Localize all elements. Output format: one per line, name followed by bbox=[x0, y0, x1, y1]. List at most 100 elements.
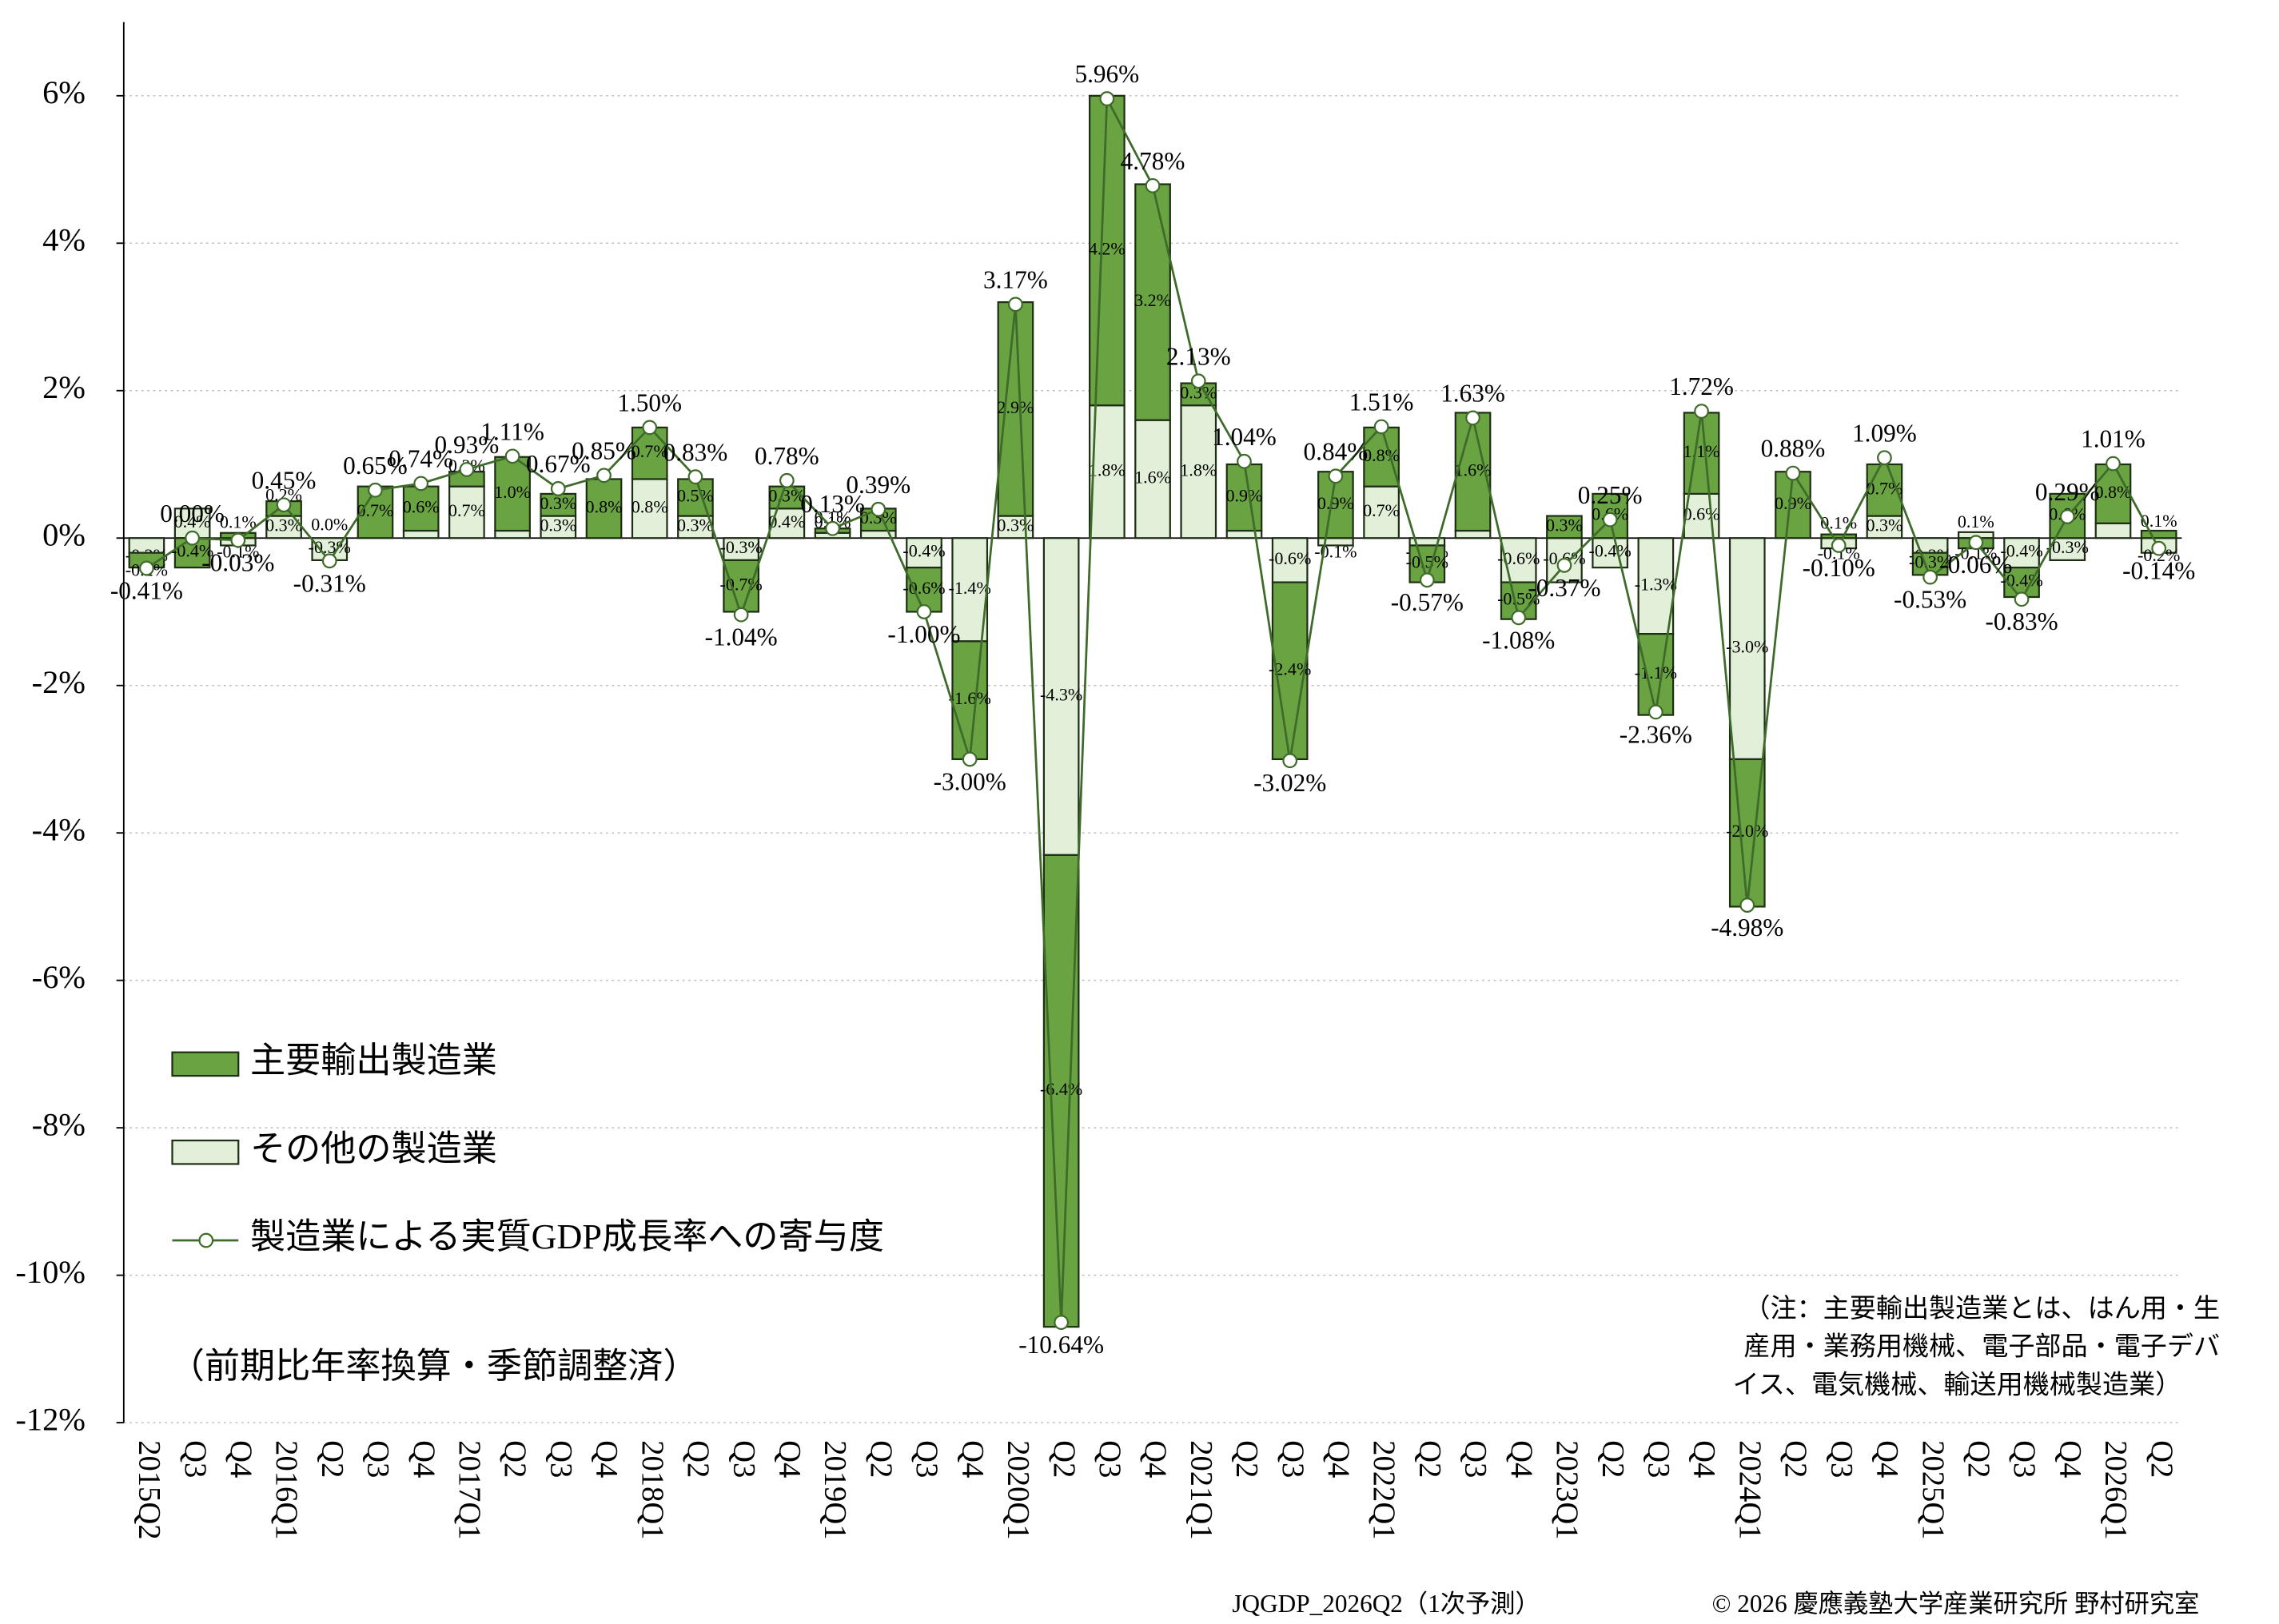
line-value-label: 1.04% bbox=[1212, 423, 1277, 451]
line-value-label: 1.01% bbox=[2081, 425, 2146, 453]
line-value-label: 1.50% bbox=[617, 388, 682, 416]
x-tick-label: Q4 bbox=[1687, 1440, 1721, 1478]
line-value-label: -1.00% bbox=[887, 620, 960, 648]
line-point bbox=[916, 604, 932, 619]
bar-value-label: 0.4% bbox=[174, 511, 211, 531]
line-point bbox=[2106, 456, 2121, 472]
line-point bbox=[1008, 297, 1023, 312]
line-value-label: 1.11% bbox=[480, 417, 544, 445]
bar bbox=[402, 529, 440, 539]
x-tick-label: 2017Q1 bbox=[452, 1440, 486, 1539]
bar bbox=[494, 529, 531, 539]
bar-value-label: -0.4% bbox=[902, 541, 945, 561]
bar-value-label: 0.8% bbox=[586, 496, 623, 516]
line-point bbox=[1237, 453, 1252, 469]
subtitle: （前期比年率換算・季節調整済） bbox=[169, 1347, 699, 1386]
x-tick-label: Q4 bbox=[1504, 1440, 1538, 1478]
bar bbox=[1042, 537, 1080, 856]
bar bbox=[402, 485, 440, 532]
bar bbox=[997, 515, 1034, 539]
bar-value-label: 0.8% bbox=[2095, 482, 2132, 502]
line-value-label: -10.64% bbox=[1018, 1331, 1104, 1359]
y-tick-label: -6% bbox=[32, 959, 86, 995]
x-tick-label: Q4 bbox=[955, 1440, 989, 1478]
bar-value-label: 0.8% bbox=[632, 496, 668, 516]
bar-value-label: 2.9% bbox=[997, 397, 1034, 417]
bar bbox=[1134, 183, 1171, 421]
bar-value-label: 1.8% bbox=[1089, 460, 1126, 480]
line-point bbox=[139, 560, 154, 576]
x-tick-label: Q2 bbox=[1962, 1440, 1995, 1478]
note: イス、電気機械、輸送用機械製造業） bbox=[1733, 1371, 2182, 1400]
x-tick-label: Q3 bbox=[910, 1440, 943, 1478]
line-point bbox=[1328, 468, 1344, 484]
bar bbox=[2003, 537, 2040, 569]
line-value-label: -2.36% bbox=[1620, 720, 1692, 748]
x-tick-label: Q2 bbox=[1230, 1440, 1264, 1478]
x-tick-label: Q4 bbox=[224, 1440, 257, 1478]
bar bbox=[1820, 533, 1858, 539]
line-value-label: 0.85% bbox=[572, 436, 636, 464]
line-value-label: -0.31% bbox=[293, 569, 366, 597]
bar-value-label: -1.6% bbox=[949, 688, 991, 708]
line-value-label: 1.51% bbox=[1349, 388, 1414, 416]
bar-value-label: -0.7% bbox=[720, 574, 763, 594]
line-point bbox=[1373, 419, 1389, 435]
x-tick-label: Q4 bbox=[1321, 1440, 1355, 1478]
bar-value-label: 0.3% bbox=[540, 493, 576, 513]
x-tick-label: Q4 bbox=[1871, 1440, 1904, 1478]
line-point bbox=[1968, 535, 1984, 551]
x-tick-label: 2024Q1 bbox=[1733, 1440, 1767, 1539]
bar bbox=[951, 640, 989, 761]
x-tick-label: Q4 bbox=[1138, 1440, 1172, 1478]
line-value-label: 0.83% bbox=[663, 438, 728, 466]
bar-value-label: 0.6% bbox=[1683, 504, 1720, 524]
x-tick-label: Q3 bbox=[1093, 1440, 1126, 1478]
x-tick-label: Q4 bbox=[590, 1440, 624, 1478]
x-tick-label: Q3 bbox=[1642, 1440, 1675, 1478]
line-value-label: 0.29% bbox=[2035, 478, 2100, 506]
line-point bbox=[413, 476, 429, 492]
bar bbox=[677, 478, 714, 517]
y-tick-label: -4% bbox=[32, 811, 86, 847]
x-tick-label: 2022Q1 bbox=[1367, 1440, 1400, 1539]
line-point bbox=[1694, 404, 1709, 419]
bar-value-label: 0.3% bbox=[265, 515, 302, 535]
bar-value-label: 0.7% bbox=[448, 500, 485, 520]
bar bbox=[723, 559, 759, 613]
bar-value-label: 1.1% bbox=[1683, 441, 1720, 461]
bar-value-label: 0.3% bbox=[677, 515, 714, 535]
x-tick-label: Q2 bbox=[315, 1440, 349, 1478]
line-value-label: 0.84% bbox=[1304, 437, 1369, 465]
line-point bbox=[1190, 373, 1206, 389]
x-tick-label: 2019Q1 bbox=[819, 1440, 852, 1539]
bar bbox=[906, 567, 942, 613]
x-tick-label: Q3 bbox=[727, 1440, 760, 1478]
y-tick-label: 6% bbox=[42, 74, 86, 110]
bar bbox=[1500, 537, 1537, 583]
bar-value-label: -0.5% bbox=[1497, 589, 1540, 609]
y-tick-label: -8% bbox=[32, 1106, 86, 1142]
x-tick-label: 2023Q1 bbox=[1550, 1440, 1584, 1539]
legend-label: 主要輸出製造業 bbox=[250, 1041, 497, 1080]
bar-value-label: 0.9% bbox=[1226, 486, 1263, 506]
line-point bbox=[504, 448, 520, 464]
line-point bbox=[459, 462, 475, 477]
bar bbox=[951, 537, 989, 643]
note: （注：主要輸出製造業とは、はん用・生 bbox=[1743, 1294, 2220, 1323]
line-value-label: -0.57% bbox=[1391, 588, 1464, 616]
bar bbox=[1454, 412, 1492, 532]
x-tick-label: Q3 bbox=[1824, 1440, 1858, 1478]
bar-value-label: -0.4% bbox=[2000, 541, 2042, 561]
line-value-label: -0.06% bbox=[1939, 551, 2012, 579]
bar-value-label: -0.3% bbox=[720, 537, 763, 557]
x-tick-label: Q3 bbox=[361, 1440, 395, 1478]
bar bbox=[2140, 529, 2177, 539]
line-value-label: 4.78% bbox=[1121, 147, 1185, 175]
bar-value-label: 0.3% bbox=[1866, 515, 1902, 535]
bar-value-label: 0.3% bbox=[540, 515, 576, 535]
line-value-label: 0.67% bbox=[526, 450, 591, 478]
y-tick-label: -12% bbox=[15, 1401, 86, 1437]
x-tick-label: 2015Q2 bbox=[133, 1440, 166, 1539]
x-tick-label: Q2 bbox=[2145, 1440, 2178, 1478]
